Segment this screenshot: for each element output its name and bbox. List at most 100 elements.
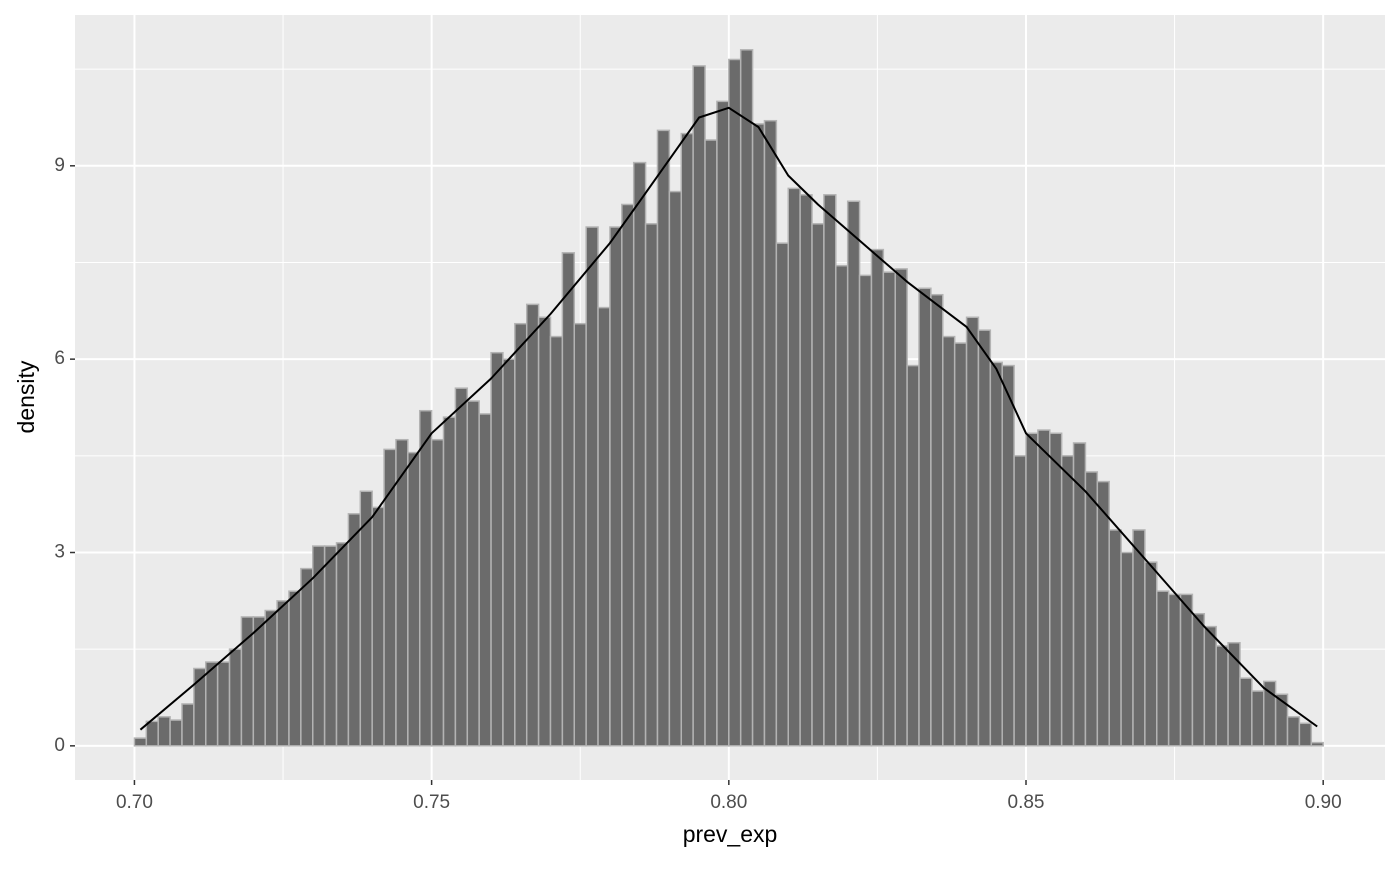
bar xyxy=(811,223,825,747)
bar xyxy=(300,567,314,747)
bar xyxy=(1108,529,1122,747)
bar xyxy=(228,648,243,747)
bar xyxy=(989,361,1003,747)
density-line xyxy=(139,106,1318,731)
bar xyxy=(763,119,778,747)
bar xyxy=(169,719,183,747)
bar xyxy=(632,161,647,747)
bar xyxy=(585,226,599,747)
bar xyxy=(252,616,266,747)
bar xyxy=(466,400,480,747)
bar xyxy=(276,600,290,747)
bar xyxy=(1025,432,1039,747)
bar xyxy=(1203,625,1217,747)
bar xyxy=(1120,551,1134,747)
bar xyxy=(323,545,338,747)
bar xyxy=(1096,480,1110,747)
x-tick-label: 0.75 xyxy=(413,792,450,813)
bar xyxy=(870,248,885,747)
bar xyxy=(930,293,944,747)
y-tick-label: 9 xyxy=(54,155,65,176)
bar xyxy=(918,287,932,747)
x-tick-label: 0.90 xyxy=(1305,792,1342,813)
bar xyxy=(894,268,908,747)
x-axis-title: prev_exp xyxy=(683,821,778,847)
bar xyxy=(347,513,362,747)
bar xyxy=(157,716,171,747)
bar xyxy=(395,438,409,747)
bar xyxy=(906,364,920,747)
bar xyxy=(1191,612,1206,747)
bar xyxy=(823,194,837,747)
bar xyxy=(418,409,433,747)
bar xyxy=(454,387,469,747)
bar xyxy=(846,200,861,747)
bar xyxy=(728,58,742,747)
bar xyxy=(1179,593,1194,747)
bar xyxy=(407,451,421,747)
bar xyxy=(371,506,385,747)
bar xyxy=(609,226,623,747)
bar xyxy=(1049,432,1063,747)
bar xyxy=(1060,455,1075,747)
bar xyxy=(145,720,159,747)
bar xyxy=(739,49,754,747)
bar xyxy=(656,129,671,747)
bar xyxy=(835,264,849,747)
bar xyxy=(1167,593,1182,747)
bar xyxy=(1013,455,1027,747)
bar xyxy=(751,123,766,747)
bar xyxy=(1132,529,1146,747)
bar xyxy=(668,190,683,747)
bar xyxy=(858,274,873,747)
bar xyxy=(525,303,540,747)
bar xyxy=(680,132,694,747)
bar xyxy=(1084,471,1099,747)
bar xyxy=(1144,561,1158,747)
bar xyxy=(537,316,552,747)
bar xyxy=(977,329,992,747)
bar xyxy=(549,335,564,747)
y-tick-label: 0 xyxy=(54,735,65,756)
bar xyxy=(1001,364,1015,747)
bar xyxy=(704,139,718,747)
bar xyxy=(882,271,896,747)
bar xyxy=(133,737,148,747)
bar xyxy=(359,490,373,747)
bar xyxy=(692,65,706,747)
bar xyxy=(561,252,576,747)
bar xyxy=(953,342,968,747)
bar xyxy=(716,100,730,747)
bar xyxy=(1274,693,1289,747)
bar xyxy=(430,438,445,747)
bar xyxy=(775,242,789,747)
bar xyxy=(573,322,587,747)
bar xyxy=(621,203,635,747)
bar xyxy=(514,322,528,747)
x-tick-label: 0.80 xyxy=(710,792,747,813)
bar xyxy=(787,187,801,747)
bar xyxy=(181,703,195,747)
bar xyxy=(442,416,457,747)
x-tick-label: 0.70 xyxy=(116,792,153,813)
y-tick-label: 6 xyxy=(54,348,65,369)
x-tick-label: 0.85 xyxy=(1008,792,1045,813)
bar xyxy=(1286,716,1301,747)
bar xyxy=(799,194,813,747)
bar xyxy=(383,448,397,747)
y-tick-label: 3 xyxy=(54,542,65,563)
bar xyxy=(478,413,492,747)
bar xyxy=(1215,645,1229,747)
bar xyxy=(644,223,659,747)
bar xyxy=(502,358,516,747)
bar xyxy=(1156,590,1170,747)
bar xyxy=(264,609,278,747)
bar xyxy=(335,542,350,747)
bar xyxy=(1251,690,1265,747)
bar xyxy=(942,335,956,747)
bar xyxy=(1298,722,1313,747)
bar xyxy=(965,316,980,747)
bar xyxy=(205,661,219,747)
bar xyxy=(240,616,255,747)
